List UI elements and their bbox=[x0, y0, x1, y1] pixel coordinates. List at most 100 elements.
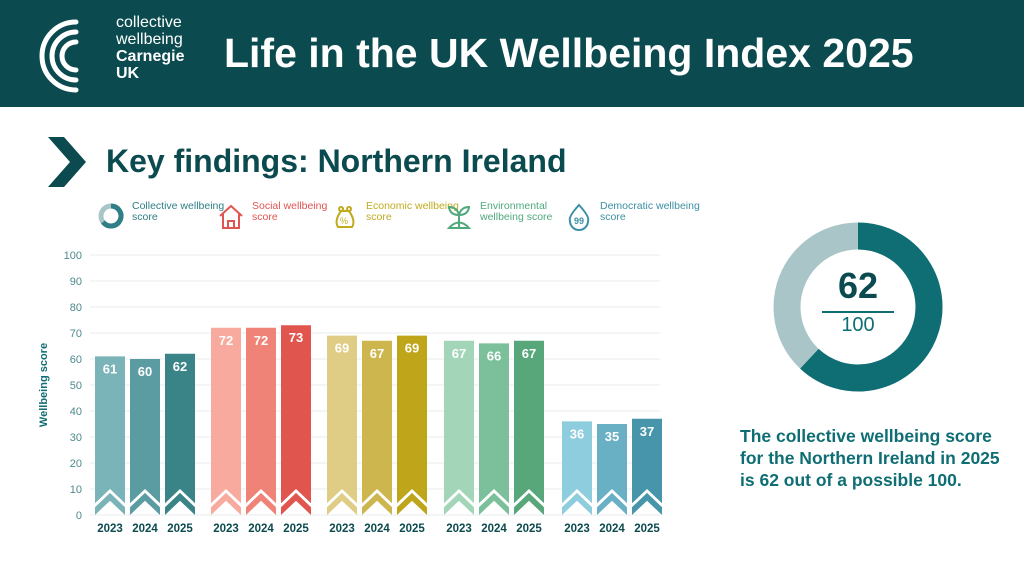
bar-chevron bbox=[397, 492, 427, 515]
bar-value-label: 72 bbox=[219, 333, 233, 348]
bar bbox=[444, 340, 474, 504]
bar-chevron bbox=[95, 492, 125, 515]
x-tick-label: 2023 bbox=[446, 523, 472, 535]
bar bbox=[281, 325, 311, 504]
bar-value-label: 66 bbox=[487, 348, 501, 363]
bar-value-label: 61 bbox=[103, 361, 117, 376]
y-tick-label: 0 bbox=[76, 510, 82, 522]
bar bbox=[479, 343, 509, 504]
summary-text: The collective wellbeing score for the N… bbox=[740, 426, 1000, 490]
chevron-right-icon bbox=[48, 137, 86, 187]
legend-label: Democratic wellbeing score bbox=[600, 200, 700, 223]
bar bbox=[597, 424, 627, 504]
bar-value-label: 69 bbox=[405, 341, 419, 356]
x-tick-label: 2025 bbox=[516, 523, 542, 535]
x-tick-label: 2024 bbox=[599, 523, 625, 535]
bar-chevron bbox=[130, 492, 160, 515]
bar-chevron bbox=[165, 492, 195, 515]
x-tick-label: 2023 bbox=[329, 523, 355, 535]
x-tick-label: 2023 bbox=[97, 523, 123, 535]
bar-chevron bbox=[632, 492, 662, 515]
bar-value-label: 72 bbox=[254, 333, 268, 348]
bar-chevron bbox=[211, 492, 241, 515]
x-tick-label: 2023 bbox=[213, 523, 239, 535]
bar-value-label: 67 bbox=[452, 346, 466, 361]
logo-line: collective bbox=[116, 14, 182, 31]
y-tick-label: 60 bbox=[70, 354, 82, 366]
y-tick-label: 10 bbox=[70, 484, 82, 496]
bar bbox=[514, 340, 544, 504]
bar-value-label: 67 bbox=[370, 346, 384, 361]
bar-chart: Wellbeing score 0 10 20 30 40 50 60 70 80 90 100 61 2… bbox=[38, 250, 662, 535]
bar bbox=[165, 353, 195, 504]
bar bbox=[211, 327, 241, 504]
bar bbox=[632, 418, 662, 504]
bar-chevron bbox=[327, 492, 357, 515]
donut-chart bbox=[773, 222, 943, 392]
bar-chevron bbox=[362, 492, 392, 515]
x-tick-label: 2024 bbox=[248, 523, 274, 535]
bar-chevron bbox=[444, 492, 474, 515]
svg-text:99: 99 bbox=[574, 216, 584, 226]
bar bbox=[397, 335, 427, 504]
page-title: Life in the UK Wellbeing Index 2025 bbox=[224, 30, 914, 76]
bar-chevron bbox=[246, 492, 276, 515]
logo-line: Carnegie bbox=[116, 48, 185, 65]
bar bbox=[95, 356, 125, 504]
bar-value-label: 36 bbox=[570, 426, 584, 441]
y-tick-label: 70 bbox=[70, 328, 82, 340]
x-tick-label: 2025 bbox=[283, 523, 309, 535]
y-tick-label: 50 bbox=[70, 380, 82, 392]
y-tick-label: 30 bbox=[70, 432, 82, 444]
logo-line: wellbeing bbox=[116, 31, 183, 48]
speech-drop-icon: 99 bbox=[568, 203, 590, 231]
bar bbox=[130, 359, 160, 504]
donut-total: 100 bbox=[841, 314, 875, 336]
bar-chevron bbox=[479, 492, 509, 515]
donut-value-arc bbox=[800, 222, 943, 392]
bar-chevron bbox=[514, 492, 544, 515]
bar bbox=[362, 340, 392, 504]
x-tick-label: 2025 bbox=[399, 523, 425, 535]
bar-value-label: 35 bbox=[605, 429, 619, 444]
bar-value-label: 69 bbox=[335, 341, 349, 356]
bar bbox=[562, 421, 592, 504]
bar-chevron bbox=[281, 492, 311, 515]
bar-value-label: 62 bbox=[173, 359, 187, 374]
bar-value-label: 37 bbox=[640, 424, 654, 439]
legend-label: Environmental wellbeing score bbox=[480, 200, 553, 223]
logo-arcs-icon bbox=[39, 19, 79, 93]
bar-chevron bbox=[562, 492, 592, 515]
y-tick-label: 90 bbox=[70, 276, 82, 288]
y-tick-label: 80 bbox=[70, 302, 82, 314]
section-title: Key findings: Northern Ireland bbox=[106, 143, 567, 179]
svg-text:%: % bbox=[340, 216, 348, 226]
y-axis-label: Wellbeing score bbox=[38, 343, 50, 427]
bar bbox=[246, 327, 276, 504]
bar-value-label: 73 bbox=[289, 330, 303, 345]
bar-value-label: 67 bbox=[522, 346, 536, 361]
bar bbox=[327, 335, 357, 504]
bar-chevron bbox=[597, 492, 627, 515]
plant-icon bbox=[446, 205, 472, 229]
bar-value-label: 60 bbox=[138, 364, 152, 379]
legend-label: Social wellbeing score bbox=[252, 200, 328, 223]
x-tick-label: 2025 bbox=[167, 523, 193, 535]
y-tick-label: 40 bbox=[70, 406, 82, 418]
house-icon bbox=[219, 204, 243, 229]
x-tick-label: 2024 bbox=[481, 523, 507, 535]
money-bag-icon: % bbox=[335, 206, 355, 228]
donut-icon bbox=[98, 203, 124, 229]
x-tick-label: 2023 bbox=[564, 523, 590, 535]
carnegie-logo: collective wellbeing Carnegie UK bbox=[36, 14, 186, 94]
legend-label: Economic wellbeing score bbox=[366, 200, 459, 223]
donut-divider bbox=[822, 311, 894, 313]
header: collective wellbeing Carnegie UK Life in… bbox=[0, 0, 1024, 107]
donut-value: 62 bbox=[837, 265, 879, 306]
x-tick-label: 2024 bbox=[364, 523, 390, 535]
x-tick-label: 2025 bbox=[634, 523, 660, 535]
y-tick-label: 20 bbox=[70, 458, 82, 470]
legend-label: Collective wellbeing score bbox=[132, 200, 225, 223]
logo-line: UK bbox=[116, 65, 140, 82]
y-tick-label: 100 bbox=[64, 250, 82, 262]
